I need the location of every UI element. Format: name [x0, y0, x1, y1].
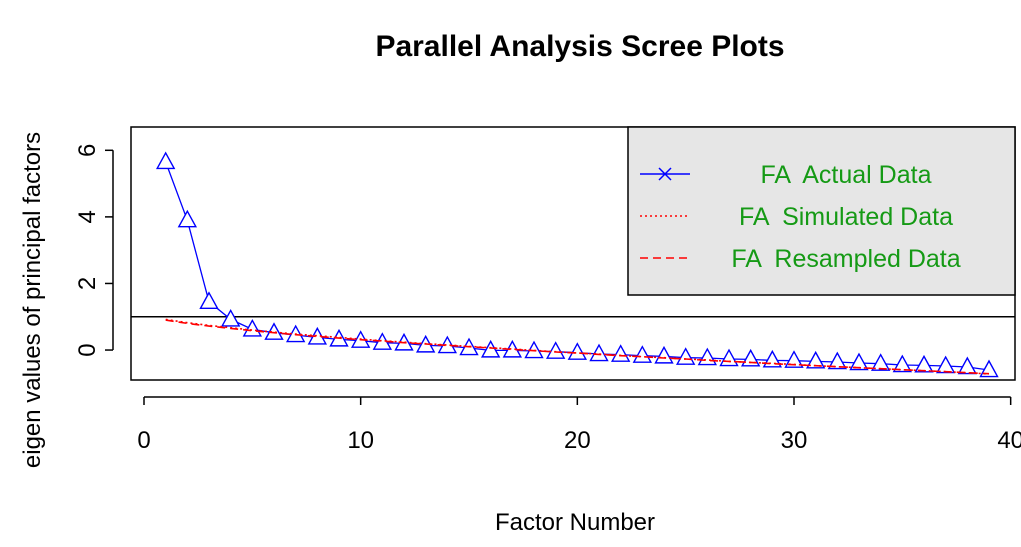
y-tick-label: 6 — [74, 144, 101, 157]
x-tick-label: 0 — [137, 427, 150, 454]
data-point-marker — [220, 308, 241, 327]
data-point-marker — [199, 291, 219, 309]
legend-x-marker — [658, 167, 672, 181]
legend: FA Actual Data FA Simulated Data FA Resamp… — [627, 126, 1016, 296]
data-point-marker — [242, 318, 263, 337]
x-tick-label: 30 — [781, 427, 808, 454]
legend-label: FA Simulated Data — [739, 203, 953, 231]
data-point-marker — [610, 344, 631, 362]
y-axis-title: eigen values of principal factors — [19, 132, 46, 468]
data-point-marker — [589, 343, 609, 362]
y-tick-label-group: 2 — [74, 277, 101, 290]
data-point-marker — [827, 351, 848, 370]
data-point-marker — [957, 356, 978, 375]
series-layer — [155, 151, 999, 378]
x-tick-label: 10 — [347, 427, 374, 454]
data-point-marker — [480, 339, 501, 358]
y-tick-label: 2 — [74, 277, 101, 290]
data-point-marker — [805, 350, 826, 369]
data-point-marker — [632, 345, 653, 363]
x-axis-title: Factor Number — [495, 509, 655, 536]
y-tick-label: 0 — [74, 343, 101, 356]
data-point-marker — [697, 347, 718, 366]
data-point-marker — [264, 322, 284, 340]
data-point-marker — [545, 341, 566, 359]
legend-label: FA Resampled Data — [731, 245, 960, 273]
data-point-marker — [892, 354, 913, 373]
x-tick-label: 40 — [997, 427, 1021, 454]
data-point-marker — [849, 352, 869, 371]
data-point-marker — [654, 345, 674, 364]
data-point-marker — [719, 348, 739, 367]
data-point-marker — [870, 353, 891, 371]
legend-label: FA Actual Data — [761, 161, 932, 189]
y-tick-label-group: 4 — [74, 210, 101, 223]
data-point-marker — [177, 209, 198, 228]
axes-layer: 0 10 20 30 40 0 2 4 6 — [74, 126, 1021, 454]
data-point-marker — [784, 350, 804, 368]
x-tick-label: 20 — [564, 427, 591, 454]
data-point-marker — [935, 355, 956, 374]
data-point-marker — [979, 359, 999, 378]
data-point-marker — [155, 151, 176, 170]
data-point-marker — [524, 340, 544, 359]
data-point-marker — [675, 347, 696, 365]
y-tick-label-group: 0 — [74, 343, 101, 356]
y-tick-label: 4 — [74, 210, 101, 223]
legend-box — [627, 126, 1016, 296]
data-point-marker — [567, 342, 588, 360]
y-tick-label-group: 6 — [74, 144, 101, 157]
data-point-marker — [914, 354, 934, 373]
chart-title: Parallel Analysis Scree Plots — [375, 30, 784, 63]
